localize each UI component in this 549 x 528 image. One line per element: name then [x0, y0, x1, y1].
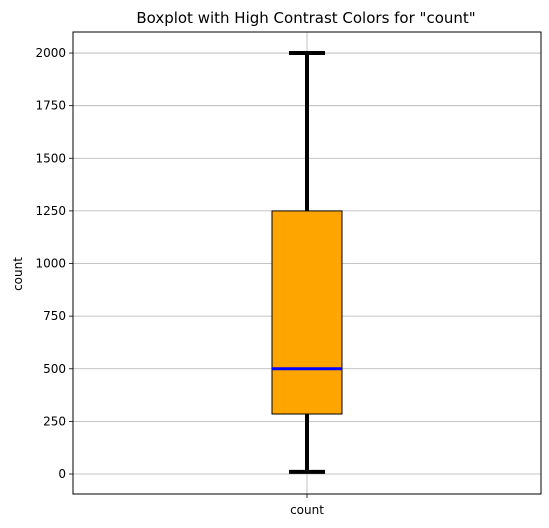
y-tick-label: 1000 — [35, 257, 66, 271]
y-tick-label: 1500 — [35, 151, 66, 165]
chart-title: Boxplot with High Contrast Colors for "c… — [136, 9, 475, 27]
y-tick-label: 750 — [43, 309, 66, 323]
y-tick-label: 0 — [58, 467, 66, 481]
y-tick-label: 250 — [43, 414, 66, 428]
x-tick-label: count — [290, 503, 324, 517]
y-tick-label: 2000 — [35, 46, 66, 60]
y-tick-label: 1750 — [35, 99, 66, 113]
x-axis-ticks: count — [290, 494, 324, 517]
y-tick-label: 500 — [43, 362, 66, 376]
y-axis-ticks: 0 250 500 750 1000 1250 1500 1750 2000 — [35, 46, 73, 481]
y-tick-label: 1250 — [35, 204, 66, 218]
box-group — [271, 51, 343, 474]
iqr-box — [271, 210, 343, 415]
y-axis-label: count — [11, 257, 25, 291]
